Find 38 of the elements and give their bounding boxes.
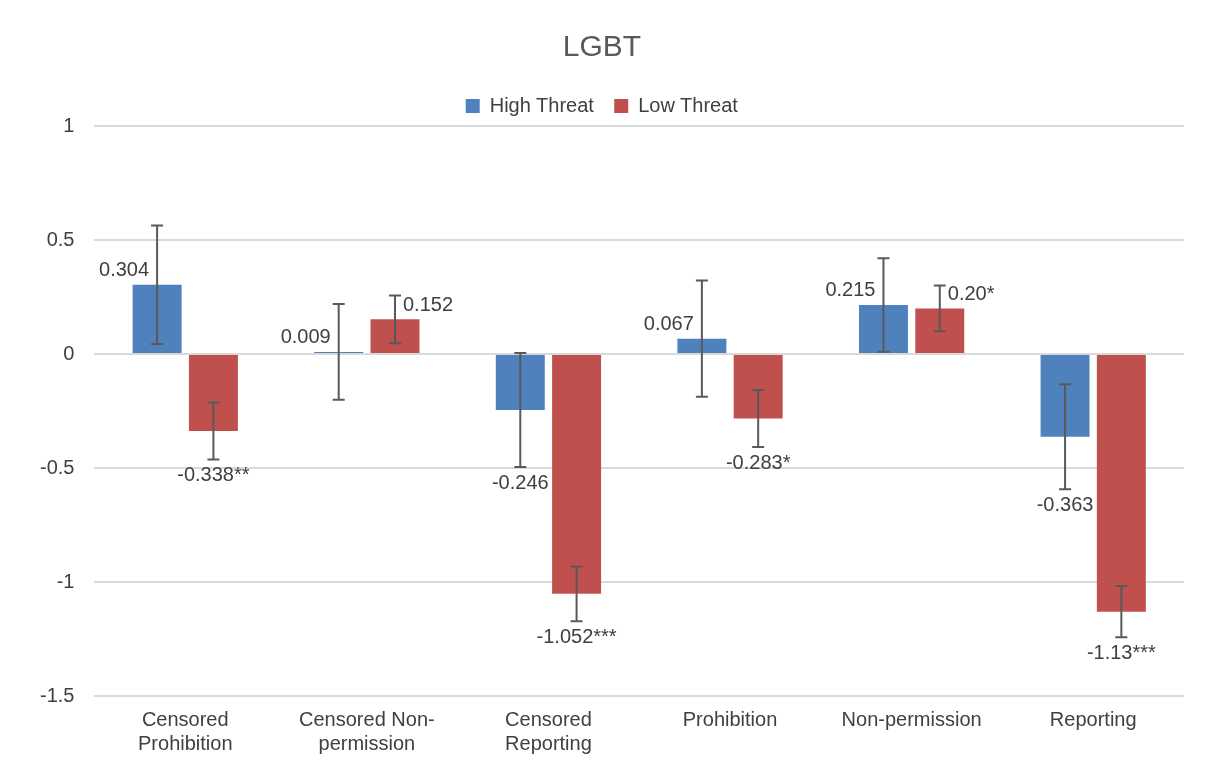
data-label: 0.067 <box>643 312 694 335</box>
data-label: 0.20* <box>947 281 995 304</box>
bar <box>677 338 727 353</box>
bar <box>915 308 965 353</box>
data-label: -1.13*** <box>1086 640 1157 663</box>
x-tick-label: Prohibition <box>682 707 778 730</box>
legend-label: Low Threat <box>638 93 739 116</box>
bar <box>733 355 783 419</box>
y-tick-label: 1 <box>63 113 75 136</box>
y-tick-label: -1 <box>56 569 75 592</box>
bar <box>858 304 908 353</box>
bar <box>1096 355 1146 612</box>
data-label: -0.338** <box>177 463 250 486</box>
y-tick-label: -1.5 <box>39 683 75 706</box>
x-tick-label: Censored Non-permission <box>299 707 435 754</box>
data-label: -0.283* <box>725 450 791 473</box>
y-tick-label: 0.5 <box>46 227 75 250</box>
data-label: -1.052*** <box>536 624 617 647</box>
x-tick-label: Reporting <box>1049 707 1137 730</box>
y-tick-label: -0.5 <box>39 455 75 478</box>
bar <box>495 355 545 411</box>
bar <box>552 355 602 594</box>
y-tick-label: 0 <box>63 341 75 364</box>
x-tick-label: Non-permission <box>841 707 982 730</box>
data-label: -0.246 <box>491 470 549 493</box>
data-label: 0.304 <box>99 258 150 281</box>
chart-title: LGBT <box>562 29 642 63</box>
legend-label: High Threat <box>489 93 595 116</box>
bar <box>1040 355 1090 437</box>
data-label: -0.363 <box>1036 492 1094 515</box>
data-label: 0.215 <box>825 278 876 301</box>
x-tick-label: Censored Prohibition <box>138 707 233 754</box>
bar <box>188 355 238 432</box>
x-tick-label: Censored Reporting <box>505 707 592 754</box>
bar <box>370 319 420 353</box>
bar <box>132 284 182 353</box>
data-label: 0.009 <box>280 325 331 348</box>
data-label: 0.152 <box>402 292 454 315</box>
